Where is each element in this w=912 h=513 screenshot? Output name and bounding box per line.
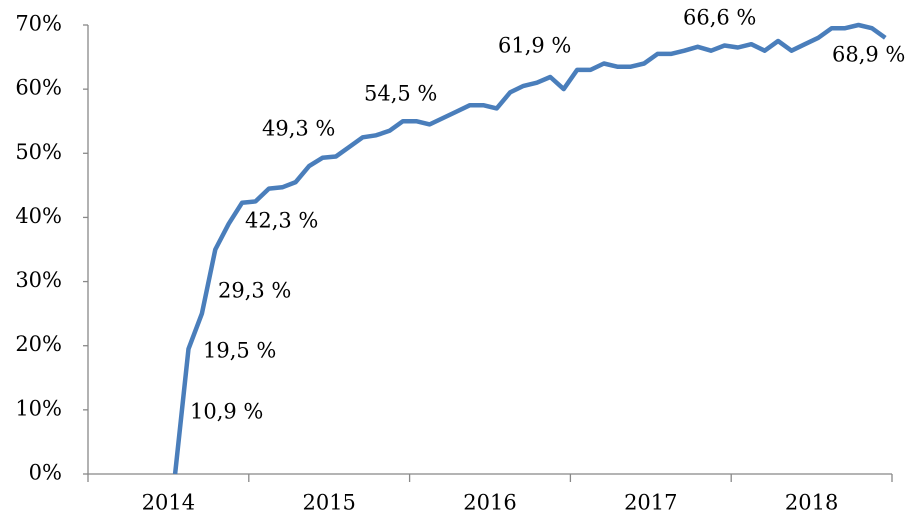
annotation: 61,9 % [498,34,571,58]
x-tick-label: 2014 [142,491,195,513]
y-tick-label: 10% [15,396,62,420]
y-tick-label: 0% [29,461,62,485]
y-tick-label: 50% [15,140,62,164]
annotation: 54,5 % [364,82,437,106]
x-tick-label: 2015 [302,491,355,513]
y-tick-label: 70% [15,12,62,36]
x-tick-label: 2016 [463,491,516,513]
annotation: 66,6 % [683,6,756,30]
y-tick-label: 30% [15,268,62,292]
y-tick-label: 20% [15,332,62,356]
annotation: 10,9 % [190,400,263,424]
y-tick-label: 60% [15,76,62,100]
line [172,22,887,475]
annotation: 68,9 % [832,43,905,67]
x-tick-label: 2017 [624,491,677,513]
annotation: 29,3 % [218,279,291,303]
y-tick-label: 40% [15,204,62,228]
annotation: 19,5 % [203,339,276,363]
annotation: 42,3 % [245,209,318,233]
x-tick-label: 2018 [785,491,838,513]
annotation: 49,3 % [262,117,335,141]
